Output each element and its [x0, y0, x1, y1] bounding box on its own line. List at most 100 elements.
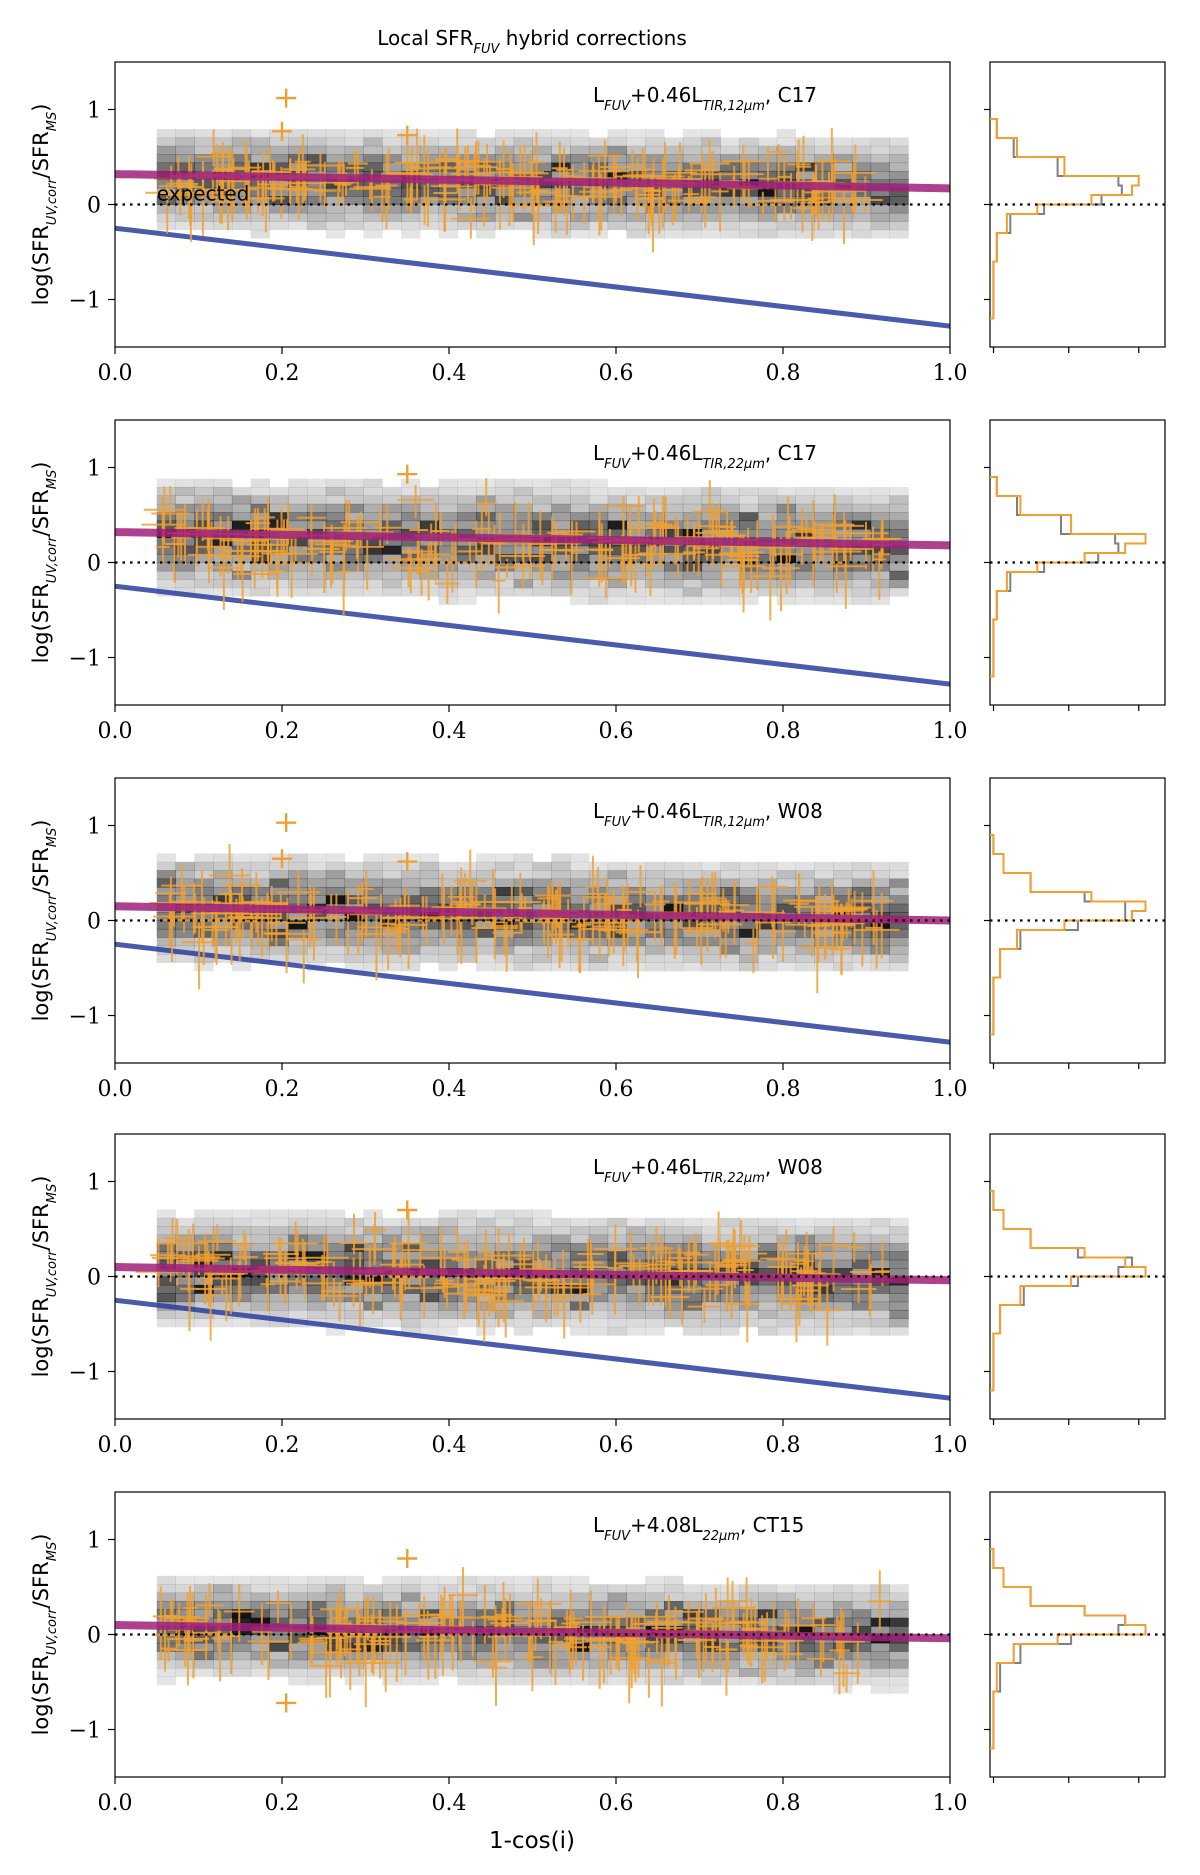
heat-cell	[438, 512, 458, 522]
heat-cell	[476, 1209, 496, 1219]
heat-cell	[400, 1668, 421, 1677]
heat-cell	[889, 1609, 909, 1619]
heat-cell	[870, 503, 890, 513]
heat-cell	[776, 886, 797, 896]
heat-cell	[701, 495, 721, 505]
heat-cell	[664, 154, 684, 164]
heat-cell	[457, 937, 477, 947]
heat-cell	[513, 1326, 533, 1336]
heat-cell	[156, 1592, 177, 1602]
heat-cell	[720, 954, 740, 963]
heat-cell	[400, 878, 421, 888]
heat-cell	[269, 212, 289, 222]
heat-cell	[795, 137, 815, 147]
heat-cell	[833, 579, 853, 589]
data-point	[528, 177, 548, 234]
heat-cell	[720, 1242, 740, 1252]
heat-cell	[307, 1642, 327, 1652]
heat-cell	[851, 1293, 872, 1303]
heat-cell	[626, 1293, 646, 1303]
heat-cell	[400, 1326, 421, 1336]
heat-cell	[814, 1234, 834, 1244]
heat-cell	[307, 945, 327, 955]
heat-cell	[231, 137, 252, 147]
heat-cell	[739, 137, 759, 147]
heat-cell	[870, 903, 890, 913]
data-point	[585, 543, 627, 599]
heat-cell	[156, 503, 177, 513]
heat-cell	[889, 196, 909, 205]
heat-cell	[814, 1609, 834, 1619]
heat-cell	[175, 579, 195, 589]
heat-cell	[344, 587, 364, 597]
heat-cell	[175, 886, 195, 896]
heat-cell	[363, 545, 383, 555]
heat-cell	[457, 1642, 477, 1652]
heat-cell	[851, 1584, 872, 1594]
heat-cell	[851, 1234, 872, 1244]
heat-cell	[325, 1217, 346, 1227]
heat-cell	[795, 1642, 815, 1652]
heat-cell	[682, 1326, 703, 1336]
heat-cell	[701, 962, 721, 972]
heat-cell	[570, 562, 590, 572]
heat-cell	[513, 1217, 533, 1227]
heat-cell	[833, 487, 853, 496]
heat-cell	[664, 1600, 684, 1610]
heat-cell	[645, 137, 665, 147]
panel-5: 0.0 0.2 0.4 0.6 0.8 1.010−1log(SFRUV,corr/SFR…	[29, 1491, 1166, 1816]
fit-line	[115, 902, 950, 925]
heat-cell	[570, 196, 590, 205]
heat-cell	[288, 570, 308, 580]
heat-cell	[757, 928, 778, 938]
heat-cell	[607, 587, 627, 597]
heat-cell	[457, 537, 477, 547]
heat-cell	[513, 954, 533, 963]
heat-cell	[307, 520, 327, 530]
heat-cell	[739, 903, 759, 913]
y-tick-label: 1	[87, 99, 101, 124]
heat-cell	[889, 1592, 909, 1602]
data-point	[247, 534, 289, 580]
data-point	[616, 898, 632, 952]
heat-cell	[720, 1301, 740, 1311]
heat-cell	[626, 162, 646, 172]
heat-cell	[213, 1584, 233, 1594]
y-axis-label: log(SFRUV,corr/SFRMS)	[29, 820, 60, 1022]
heat-cell	[307, 1609, 327, 1619]
heat-cell	[532, 478, 552, 488]
heat-cell	[457, 920, 477, 930]
heat-cell	[476, 229, 496, 239]
heat-cell	[438, 870, 458, 880]
heat-cell	[156, 878, 177, 888]
heat-cell	[682, 570, 703, 580]
heat-cell	[156, 895, 177, 905]
heat-cell	[720, 1217, 740, 1227]
heat-cell	[851, 878, 872, 888]
heat-cell	[231, 1293, 252, 1303]
heat-cell	[156, 1242, 177, 1252]
x-tick-label: 1.0	[933, 719, 968, 744]
heat-cell	[795, 1301, 815, 1311]
heat-cell	[757, 861, 778, 871]
heat-cell	[513, 962, 533, 972]
y-tick-label: −1	[69, 1005, 101, 1030]
heat-cell	[438, 1234, 458, 1244]
data-point	[872, 551, 887, 600]
heat-cell	[363, 204, 383, 214]
heat-cell	[194, 478, 214, 488]
data-point	[470, 868, 516, 928]
heat-cell	[814, 962, 834, 972]
heat-cell	[739, 861, 759, 871]
heat-cell	[344, 1659, 364, 1669]
heat-cell	[870, 962, 890, 972]
heat-cell	[231, 1617, 252, 1627]
heat-cell	[607, 570, 627, 580]
heat-cell	[175, 162, 195, 172]
data-point	[769, 173, 813, 220]
heat-cell	[626, 962, 646, 972]
heat-cell	[307, 1251, 327, 1261]
data-point	[416, 896, 437, 947]
heat-cell	[664, 1651, 684, 1661]
heat-cell	[814, 154, 834, 164]
